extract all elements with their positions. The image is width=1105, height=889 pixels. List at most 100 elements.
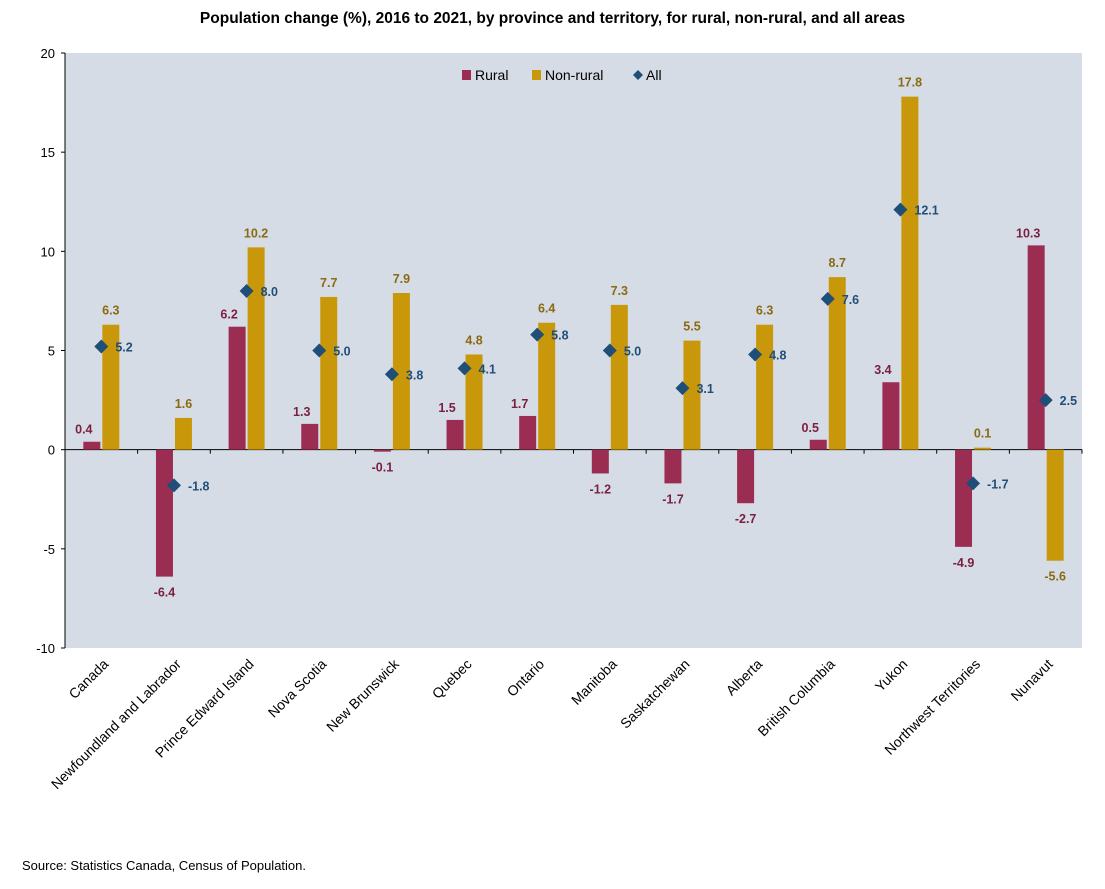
label-non-rural: 4.8 xyxy=(465,333,482,347)
label-non-rural: 6.3 xyxy=(756,304,773,318)
label-non-rural: 6.4 xyxy=(538,302,555,316)
label-all: 5.8 xyxy=(551,329,568,343)
label-all: -1.7 xyxy=(987,477,1009,491)
label-all: 4.8 xyxy=(769,348,786,362)
bar-non-rural xyxy=(901,96,919,450)
bar-non-rural xyxy=(828,277,846,450)
bar-non-rural xyxy=(392,292,410,450)
bar-rural xyxy=(228,326,246,450)
label-all: 5.0 xyxy=(333,345,350,359)
category-label: Saskatchewan xyxy=(617,656,693,732)
bar-rural xyxy=(664,449,682,484)
marker-all xyxy=(94,339,109,354)
legend-swatch-rural xyxy=(462,70,471,80)
label-non-rural: 10.2 xyxy=(244,226,268,240)
bar-rural xyxy=(301,423,319,450)
chart-title: Population change (%), 2016 to 2021, by … xyxy=(199,10,906,27)
category-label: Alberta xyxy=(723,656,766,699)
label-all: 2.5 xyxy=(1060,394,1077,408)
bar-non-rural xyxy=(756,324,774,450)
label-non-rural: 7.9 xyxy=(393,272,410,286)
bar-rural xyxy=(1027,245,1045,450)
marker-all xyxy=(166,478,181,493)
bar-non-rural xyxy=(538,322,556,450)
y-tick-label: 5 xyxy=(48,344,55,359)
bar-non-rural xyxy=(247,247,265,450)
label-rural: -1.2 xyxy=(590,482,612,496)
label-non-rural: 1.6 xyxy=(175,397,192,411)
label-non-rural: 7.7 xyxy=(320,276,337,290)
bar-rural xyxy=(737,449,755,504)
marker-all xyxy=(457,361,472,376)
bar-non-rural xyxy=(974,447,992,450)
label-rural: -6.4 xyxy=(154,586,176,600)
label-non-rural: 17.8 xyxy=(898,76,922,90)
category-label: Yukon xyxy=(872,656,911,695)
label-non-rural: -5.6 xyxy=(1044,570,1066,584)
plot-area xyxy=(65,53,1082,648)
y-tick-label: 15 xyxy=(41,145,55,160)
category-label: British Columbia xyxy=(754,656,838,740)
label-all: 4.1 xyxy=(479,362,496,376)
category-label: Canada xyxy=(65,656,111,702)
bar-rural xyxy=(155,449,173,577)
y-tick-label: 20 xyxy=(41,46,55,61)
y-tick-label: -5 xyxy=(43,542,55,557)
label-rural: 0.5 xyxy=(802,421,819,435)
label-rural: -1.7 xyxy=(662,492,684,506)
label-all: 8.0 xyxy=(261,285,278,299)
bar-rural xyxy=(373,449,391,452)
bar-non-rural xyxy=(320,296,338,450)
category-label: Nova Scotia xyxy=(265,656,330,721)
legend-swatch-non-rural xyxy=(532,70,541,80)
label-all: 5.2 xyxy=(115,341,132,355)
bar-rural xyxy=(591,449,609,474)
marker-all xyxy=(820,291,835,306)
marker-all xyxy=(966,476,981,491)
y-tick-label: -10 xyxy=(36,641,55,656)
bar-rural xyxy=(446,419,464,450)
label-all: 3.8 xyxy=(406,368,423,382)
category-label: Nunavut xyxy=(1008,656,1056,704)
marker-all xyxy=(312,343,327,358)
marker-all xyxy=(748,347,763,362)
legend-label-all: All xyxy=(646,67,662,83)
category-label: Ontario xyxy=(504,656,548,700)
label-non-rural: 8.7 xyxy=(829,256,846,270)
bar-rural xyxy=(955,449,973,547)
bar-non-rural xyxy=(1046,449,1064,561)
label-all: -1.8 xyxy=(188,479,210,493)
bar-rural xyxy=(882,382,900,450)
legend-label-rural: Rural xyxy=(475,67,508,83)
label-rural: -0.1 xyxy=(372,461,394,475)
label-non-rural: 6.3 xyxy=(102,304,119,318)
bar-rural xyxy=(809,439,827,450)
bar-rural xyxy=(83,441,101,450)
bar-non-rural xyxy=(465,354,483,450)
label-all: 5.0 xyxy=(624,345,641,359)
category-label: Newfoundland and Labrador xyxy=(48,656,184,792)
label-non-rural: 5.5 xyxy=(683,320,700,334)
label-rural: 6.2 xyxy=(220,308,237,322)
label-rural: 3.4 xyxy=(874,363,891,377)
label-all: 3.1 xyxy=(696,382,713,396)
category-label: New Brunswick xyxy=(323,655,403,735)
label-all: 12.1 xyxy=(914,204,938,218)
label-rural: 1.3 xyxy=(293,405,310,419)
label-rural: 1.7 xyxy=(511,397,528,411)
bar-non-rural xyxy=(174,417,192,450)
marker-all xyxy=(384,367,399,382)
marker-all xyxy=(1038,393,1053,408)
label-rural: 1.5 xyxy=(438,401,455,415)
bar-non-rural xyxy=(102,324,120,450)
marker-all xyxy=(675,381,690,396)
marker-all xyxy=(239,284,254,298)
y-tick-label: 0 xyxy=(48,443,55,458)
category-label: Quebec xyxy=(429,656,475,702)
label-non-rural: 0.1 xyxy=(974,427,991,441)
legend-swatch-all xyxy=(633,70,643,80)
label-rural: 0.4 xyxy=(75,423,92,437)
label-all: 7.6 xyxy=(842,293,859,307)
source-note: Source: Statistics Canada, Census of Pop… xyxy=(22,858,306,873)
